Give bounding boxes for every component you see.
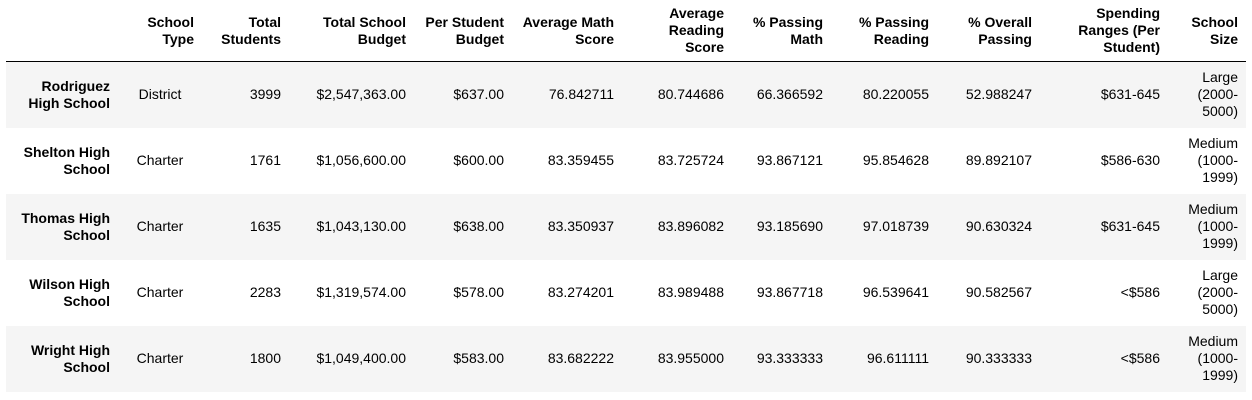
cell-total-budget: $1,056,600.00 bbox=[316, 152, 406, 168]
cell-pass-math: 93.185690 bbox=[756, 218, 823, 234]
cell-total-budget: $2,547,363.00 bbox=[316, 86, 406, 103]
cell-pass-math: 93.867121 bbox=[756, 152, 823, 168]
column-header-school-type: School Type bbox=[120, 0, 202, 62]
cell-avg-reading: 80.744686 bbox=[657, 86, 724, 103]
column-header-avg-reading: Average Reading Score bbox=[622, 0, 732, 62]
cell-overall-passing: 89.892107 bbox=[965, 152, 1032, 168]
column-header-total-students: Total Students bbox=[202, 0, 289, 62]
cell-per-student-budget: $638.00 bbox=[453, 218, 504, 234]
cell-avg-math: 83.350937 bbox=[547, 218, 614, 234]
row-label-school: Thomas High School bbox=[21, 209, 110, 243]
cell-per-student-budget: $600.00 bbox=[453, 152, 504, 168]
cell-total-students: 3999 bbox=[249, 86, 281, 103]
cell-overall-passing: 52.988247 bbox=[965, 86, 1032, 103]
cell-pass-reading: 95.854628 bbox=[862, 152, 929, 168]
column-header-pass-math: % Passing Math bbox=[732, 0, 831, 62]
cell-overall-passing: 90.630324 bbox=[965, 218, 1032, 234]
row-label-school: Rodriguez High School bbox=[28, 77, 110, 111]
cell-avg-reading: 83.989488 bbox=[657, 284, 724, 300]
row-label-school: Wright High School bbox=[30, 341, 110, 375]
cell-avg-reading: 83.955000 bbox=[657, 350, 724, 366]
header-row: School Type Total Students Total School … bbox=[6, 0, 1246, 62]
cell-per-student-budget: $637.00 bbox=[453, 86, 504, 103]
cell-per-student-budget: $583.00 bbox=[453, 350, 504, 366]
cell-school-size: Medium (1000-1999) bbox=[1188, 135, 1238, 185]
table-row: Shelton High School Charter 1761 $1,056,… bbox=[6, 127, 1246, 194]
column-header-avg-math: Average Math Score bbox=[512, 0, 622, 62]
table-body: Rodriguez High School District 3999 $2,5… bbox=[6, 61, 1246, 392]
cell-total-budget: $1,319,574.00 bbox=[316, 284, 406, 300]
cell-pass-math: 66.366592 bbox=[756, 86, 823, 103]
table-header: School Type Total Students Total School … bbox=[6, 0, 1246, 62]
cell-school-type: Charter bbox=[136, 350, 184, 366]
cell-pass-reading: 80.220055 bbox=[862, 86, 929, 103]
column-header-pass-reading: % Passing Reading bbox=[831, 0, 937, 62]
cell-avg-math: 83.359455 bbox=[547, 152, 614, 168]
cell-pass-reading: 96.539641 bbox=[862, 284, 929, 300]
table-row: Rodriguez High School District 3999 $2,5… bbox=[6, 61, 1246, 128]
index-header bbox=[6, 0, 120, 62]
column-header-school-size: School Size bbox=[1168, 0, 1246, 62]
cell-total-students: 1635 bbox=[249, 218, 281, 234]
column-header-per-student-budget: Per Student Budget bbox=[414, 0, 512, 62]
cell-total-budget: $1,043,130.00 bbox=[316, 218, 406, 234]
column-header-overall-passing: % Overall Passing bbox=[937, 0, 1040, 62]
cell-avg-math: 83.274201 bbox=[547, 284, 614, 300]
cell-pass-math: 93.867718 bbox=[756, 284, 823, 300]
cell-spending-range: <$586 bbox=[1120, 284, 1160, 300]
cell-school-size: Medium (1000-1999) bbox=[1188, 333, 1238, 383]
cell-spending-range: <$586 bbox=[1120, 350, 1160, 366]
cell-spending-range: $631-645 bbox=[1100, 86, 1160, 103]
school-summary-table: School Type Total Students Total School … bbox=[6, 0, 1246, 392]
cell-pass-math: 93.333333 bbox=[756, 350, 823, 366]
cell-pass-reading: 97.018739 bbox=[862, 218, 929, 234]
cell-school-size: Large (2000-5000) bbox=[1197, 69, 1238, 120]
column-header-total-budget: Total School Budget bbox=[289, 0, 414, 62]
cell-school-type: Charter bbox=[136, 152, 184, 168]
table-row: Thomas High School Charter 1635 $1,043,1… bbox=[6, 193, 1246, 260]
cell-avg-reading: 83.725724 bbox=[657, 152, 724, 168]
cell-school-size: Large (2000-5000) bbox=[1197, 267, 1238, 317]
cell-overall-passing: 90.333333 bbox=[965, 350, 1032, 366]
cell-overall-passing: 90.582567 bbox=[965, 284, 1032, 300]
column-header-spending-ranges: Spending Ranges (Per Student) bbox=[1040, 0, 1168, 62]
cell-school-size: Medium (1000-1999) bbox=[1188, 201, 1238, 251]
cell-avg-reading: 83.896082 bbox=[657, 218, 724, 234]
cell-school-type: District bbox=[138, 86, 182, 103]
table-row: Wright High School Charter 1800 $1,049,4… bbox=[6, 325, 1246, 392]
cell-spending-range: $631-645 bbox=[1100, 218, 1160, 234]
table-row: Wilson High School Charter 2283 $1,319,5… bbox=[6, 259, 1246, 326]
cell-avg-math: 83.682222 bbox=[547, 350, 614, 366]
cell-total-budget: $1,049,400.00 bbox=[316, 350, 406, 366]
cell-per-student-budget: $578.00 bbox=[453, 284, 504, 300]
cell-total-students: 1761 bbox=[249, 152, 281, 168]
cell-school-type: Charter bbox=[136, 284, 184, 300]
cell-spending-range: $586-630 bbox=[1100, 152, 1160, 168]
cell-total-students: 1800 bbox=[249, 350, 281, 366]
cell-pass-reading: 96.611111 bbox=[866, 350, 929, 366]
row-label-school: Shelton High School bbox=[23, 143, 110, 177]
row-label-school: Wilson High School bbox=[29, 275, 110, 309]
cell-school-type: Charter bbox=[136, 218, 184, 234]
cell-avg-math: 76.842711 bbox=[548, 86, 614, 103]
cell-total-students: 2283 bbox=[249, 284, 281, 300]
